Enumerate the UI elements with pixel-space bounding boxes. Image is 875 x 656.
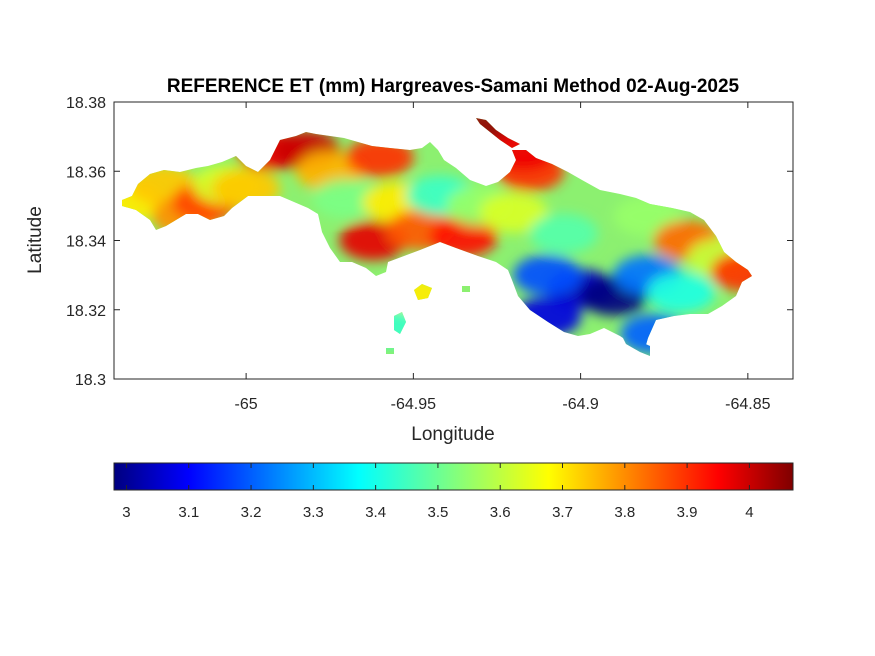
y-tick-label: 18.32 [66,303,106,320]
colorbar-tick-label: 3.2 [241,504,262,521]
value-region-27 [710,251,752,292]
y-axis-label: Latitude [25,206,46,274]
value-region-24 [646,272,715,313]
colorbar: 3 3.1 3.2 3.3 3.4 3.5 3.6 3.7 3.8 3.9 4 [113,462,794,521]
chart-title: REFERENCE ET (mm) Hargreaves-Samani Meth… [167,76,740,97]
value-region-28 [513,255,582,296]
y-axis-ticks: 18.3 18.32 18.34 18.36 18.38 [66,95,793,389]
y-tick-label: 18.36 [66,164,106,181]
colorbar-tick-label: 4 [745,504,753,521]
colorbar-tick-label: 3.4 [365,504,386,521]
colorbar-tick-label: 3.7 [552,504,573,521]
value-region-19 [529,213,598,254]
colorbar-tick-label: 3.3 [303,504,324,521]
value-region-17 [479,192,548,233]
x-axis-ticks: -65 -64.95 -64.9 -64.85 [235,102,771,413]
colorbar-ticks: 3 3.1 3.2 3.3 3.4 3.5 3.6 3.7 3.8 3.9 4 [122,463,754,521]
colorbar-tick-label: 3.6 [490,504,511,521]
value-region-9 [312,178,381,219]
x-tick-label: -65 [235,396,258,413]
colorbar-tick-label: 3.8 [614,504,635,521]
colorbar-tick-label: 3.9 [677,504,698,521]
y-tick-label: 18.3 [75,372,106,389]
colorbar-gradient [113,462,794,491]
y-tick-label: 18.38 [66,95,106,112]
x-tick-label: -64.85 [725,396,770,413]
y-tick-label: 18.34 [66,234,106,251]
colorbar-tick-label: 3.1 [178,504,199,521]
map-axes: -65 -64.95 -64.9 -64.85 18.3 18.32 18.34 18.36… [66,95,794,413]
colorbar-tick-label: 3 [122,504,130,521]
x-tick-label: -64.95 [391,396,436,413]
x-tick-label: -64.9 [562,396,599,413]
colorbar-tick-label: 3.5 [427,504,448,521]
x-axis-label: Longitude [411,424,494,445]
